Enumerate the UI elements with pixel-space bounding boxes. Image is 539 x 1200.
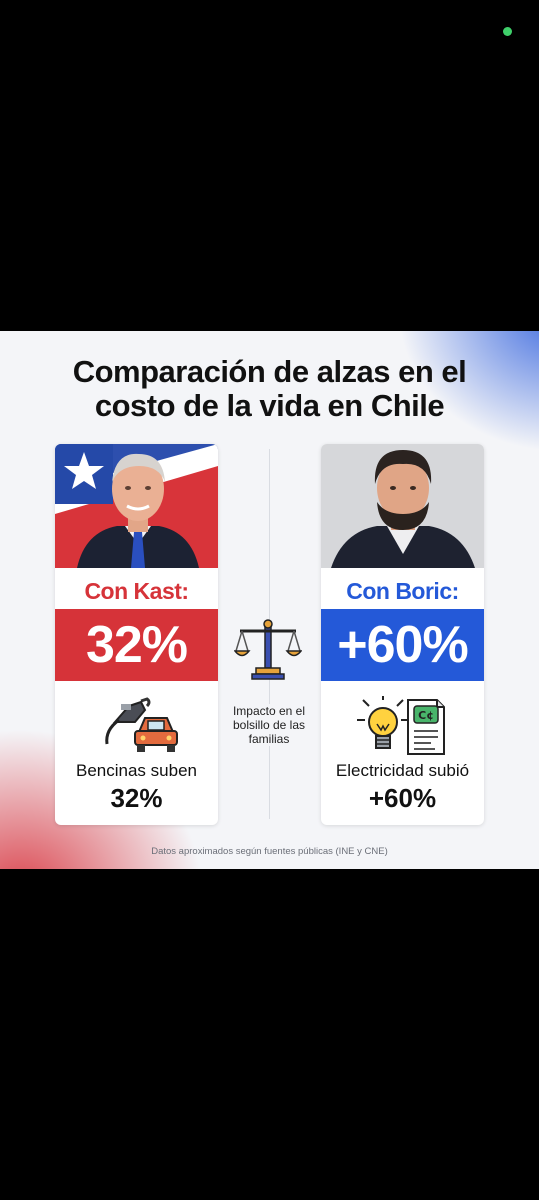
kast-percent-box: 32%	[55, 609, 218, 681]
kast-caption: Bencinas suben	[76, 761, 197, 780]
fuel-pump-icon	[105, 697, 151, 745]
kast-caption-value: 32%	[110, 783, 163, 813]
svg-text:C¢: C¢	[418, 709, 434, 722]
lightbulb-icon	[357, 694, 409, 749]
car-icon	[134, 717, 178, 752]
infographic-title: Comparación de alzas en el costo de la v…	[0, 355, 539, 423]
status-indicator-dot	[503, 27, 512, 36]
title-line-2: costo de la vida en Chile	[94, 388, 445, 423]
boric-photo	[321, 444, 484, 568]
title-line-1: Comparación de alzas en el	[72, 354, 467, 389]
card-boric: Con Boric: +60%	[321, 444, 484, 825]
boric-percent-box: +60%	[321, 609, 484, 681]
kast-label: Con Kast:	[84, 578, 189, 604]
electric-bill-icon: C¢	[407, 699, 445, 755]
star-icon	[64, 452, 104, 489]
card-kast: Con Kast: 32%	[55, 444, 218, 825]
kast-icons	[55, 696, 218, 756]
boric-icons: C¢	[321, 694, 484, 756]
balance-scale-icon	[233, 618, 303, 682]
kast-photo	[55, 444, 218, 568]
boric-caption: Electricidad subió	[335, 761, 470, 780]
comparison-infographic: Comparación de alzas en el costo de la v…	[0, 331, 539, 869]
source-footnote: Datos aproximados según fuentes públicas…	[151, 846, 388, 857]
boric-label: Con Boric:	[346, 578, 459, 604]
center-caption: Impacto en el bolsillo de las familias	[221, 704, 317, 746]
boric-caption-value: +60%	[368, 783, 437, 813]
